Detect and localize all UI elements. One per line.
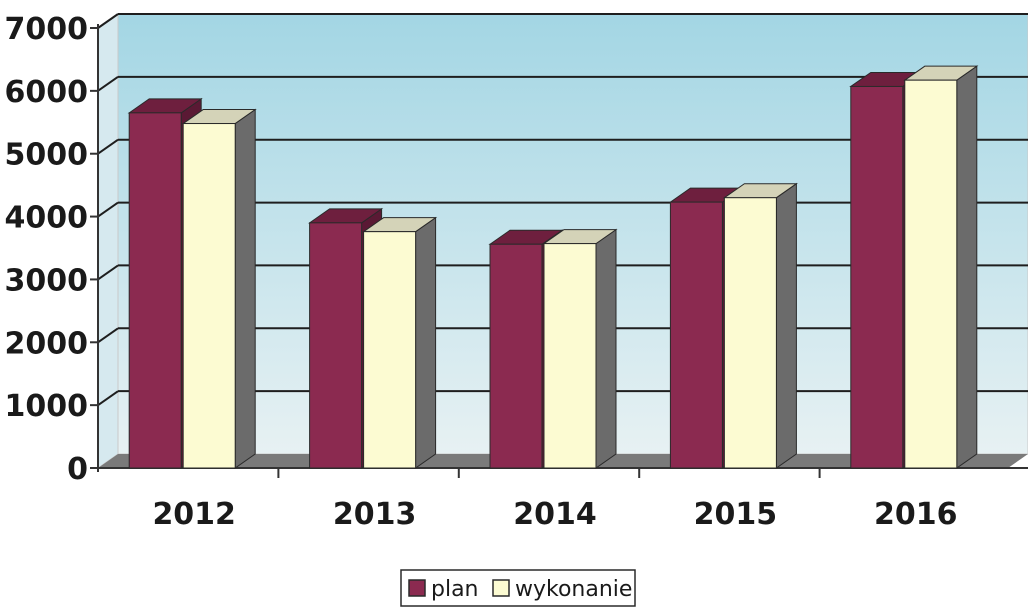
bar-front xyxy=(904,79,958,469)
y-tick-label: 6000 xyxy=(5,75,89,110)
y-tick-label: 2000 xyxy=(5,326,89,361)
x-tick-label: 2012 xyxy=(152,497,236,532)
y-tick-label: 0 xyxy=(67,452,88,487)
bar-front xyxy=(309,222,363,469)
x-tick-label: 2014 xyxy=(513,497,597,532)
bar-side xyxy=(956,65,978,469)
bar-side xyxy=(415,216,437,469)
gridline-side xyxy=(97,327,119,344)
y-tick-label: 1000 xyxy=(5,389,89,424)
bars xyxy=(127,65,979,469)
bar-plan-2014 xyxy=(488,229,564,469)
x-tick-label: 2013 xyxy=(333,497,417,532)
gridline-side xyxy=(97,201,119,218)
gridline-side xyxy=(97,264,119,281)
bar-wykonanie-2013 xyxy=(362,216,438,469)
gridline-side xyxy=(97,138,119,155)
y-tick-label: 5000 xyxy=(5,138,89,173)
side-wall xyxy=(97,13,119,469)
bar-front xyxy=(128,112,182,469)
y-tick-label: 4000 xyxy=(5,201,89,236)
legend-swatch-plan xyxy=(408,579,426,597)
x-tick-label: 2015 xyxy=(694,497,778,532)
bar-wykonanie-2015 xyxy=(722,182,798,469)
bar-front xyxy=(182,123,236,469)
bar-side xyxy=(234,108,256,469)
gridline-side xyxy=(97,76,119,92)
bar-front xyxy=(723,197,777,469)
bar-front xyxy=(850,85,904,469)
gridline-side xyxy=(97,390,119,406)
bar-front xyxy=(669,201,723,469)
y-tick-label: 3000 xyxy=(5,263,89,298)
x-tick-label: 2016 xyxy=(874,497,958,532)
legend-box xyxy=(400,569,636,607)
gridline-side xyxy=(97,13,119,29)
bar-side xyxy=(775,182,797,469)
bar-front xyxy=(363,231,417,469)
legend: plan wykonanie xyxy=(400,569,636,607)
y-tick-label: 7000 xyxy=(5,12,89,47)
legend-swatch-wykonanie xyxy=(492,579,510,597)
bar-wykonanie-2016 xyxy=(903,65,979,469)
bar-wykonanie-2012 xyxy=(181,108,257,469)
bar-front xyxy=(543,243,597,469)
legend-label-wykonanie: wykonanie xyxy=(515,577,632,602)
bar-side xyxy=(595,228,617,469)
bar-wykonanie-2014 xyxy=(542,228,618,469)
axis-labels: 2012 2013 2014 2015 2016 0 1000 2000 3000 4000 500… xyxy=(5,12,958,532)
legend-label-plan: plan xyxy=(431,577,479,602)
bar-front xyxy=(489,243,543,469)
